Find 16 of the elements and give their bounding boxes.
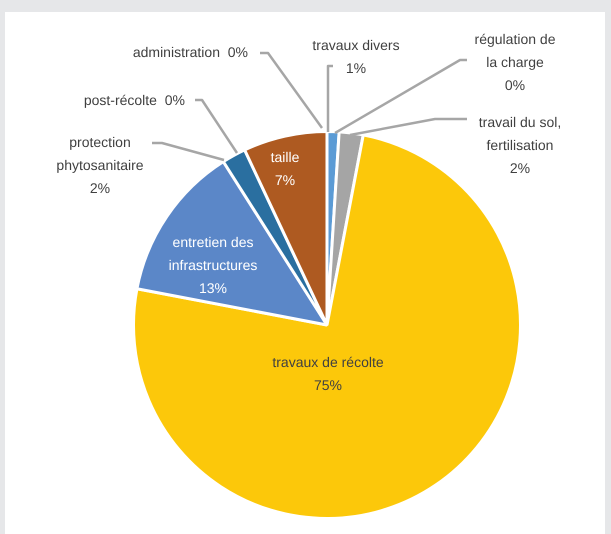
slice-label: protection phytosanitaire — [56, 134, 144, 173]
data-label: 13% — [198, 280, 228, 296]
slice-label: travaux de récolte — [272, 354, 384, 370]
slice-label: taille — [270, 148, 300, 165]
slice-label: travaux divers — [312, 36, 400, 53]
data-label: 7% — [274, 172, 296, 188]
data-label: 2% — [90, 180, 110, 196]
data-label: 75% — [314, 376, 342, 393]
text: 0% — [504, 76, 526, 93]
category-label: administration 0% — [132, 44, 248, 60]
category-label: post-récolte 0% — [84, 92, 185, 108]
slice-label: travail du sol, fertilisation — [478, 114, 562, 153]
data-label: 1% — [346, 60, 366, 76]
data-label: 2% — [510, 160, 530, 176]
category-label: régulation de la charge — [474, 30, 556, 70]
slice-label: entretien des infrastructures — [168, 234, 258, 273]
